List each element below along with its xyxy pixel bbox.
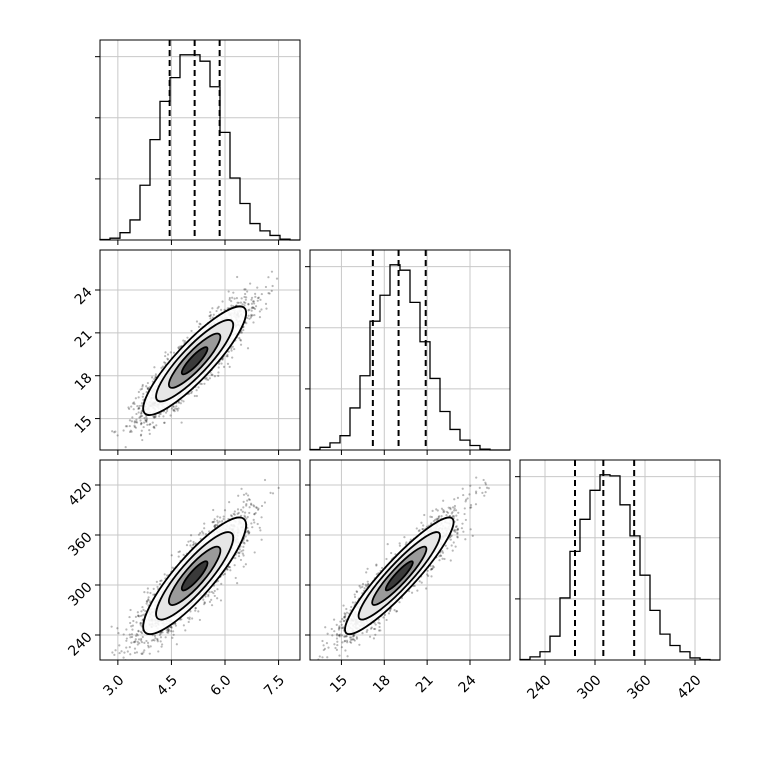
y-tick-label: 420	[65, 479, 95, 509]
x-tick-label: 21	[413, 672, 437, 696]
panel-frame	[99, 249, 301, 451]
x-tick-label: 24	[456, 672, 480, 696]
x-tick-label: 3.0	[100, 672, 127, 699]
panel-frame	[309, 459, 511, 661]
joint-param-1-param-3-panel: 3.0 4.5 6.0 7.5 240 300 360 420	[65, 459, 301, 699]
contour-line	[142, 516, 247, 636]
x-tick-label: 240	[524, 672, 554, 702]
scatter-area	[111, 270, 279, 449]
contour-line	[155, 531, 235, 621]
x-tick-label: 360	[624, 672, 654, 702]
contour-line	[180, 346, 209, 376]
contour-line	[142, 305, 247, 416]
panel-frame	[309, 249, 511, 451]
x-tick-label: 6.0	[208, 672, 235, 699]
density-band	[181, 561, 208, 591]
y-tick-label: 21	[72, 327, 96, 351]
x-tick-label: 420	[674, 672, 704, 702]
contour-line	[168, 545, 222, 606]
y-tick-label: 18	[72, 370, 96, 394]
y-tick-label: 24	[72, 284, 96, 308]
panel-frame	[519, 459, 721, 661]
hist-param-2-panel	[305, 249, 511, 455]
panel-frame	[99, 459, 301, 661]
histogram-step	[519, 474, 720, 661]
x-tick-label: 300	[574, 672, 604, 702]
y-tick-label: 360	[65, 529, 95, 559]
x-tick-label: 7.5	[261, 672, 288, 699]
joint-param-2-param-3-panel: 15 18 21 24	[305, 459, 511, 696]
y-tick-label: 300	[65, 579, 95, 609]
contour-line	[168, 332, 222, 389]
density-band	[385, 561, 413, 591]
hist-param-1-panel	[95, 39, 301, 245]
hist-param-3-panel: 240 300 360 420	[515, 459, 721, 703]
contour-line	[155, 319, 235, 403]
y-tick-label: 15	[72, 413, 96, 437]
x-tick-label: 18	[370, 672, 394, 696]
joint-param-1-param-2-panel: 15 18 21 24	[72, 249, 301, 455]
panel-frame	[99, 39, 301, 241]
scatter-area	[317, 476, 490, 660]
scatter-area	[110, 478, 280, 660]
y-tick-label: 240	[65, 629, 95, 659]
density-band	[181, 347, 208, 375]
histogram-step	[99, 54, 300, 241]
contour-line	[384, 560, 414, 592]
x-tick-label: 4.5	[154, 672, 181, 699]
x-tick-label: 15	[327, 672, 351, 696]
contour-line	[344, 516, 455, 636]
contour-line	[357, 531, 441, 621]
contour-line	[371, 545, 428, 606]
histogram-step	[309, 264, 510, 451]
contour-line	[180, 560, 209, 592]
